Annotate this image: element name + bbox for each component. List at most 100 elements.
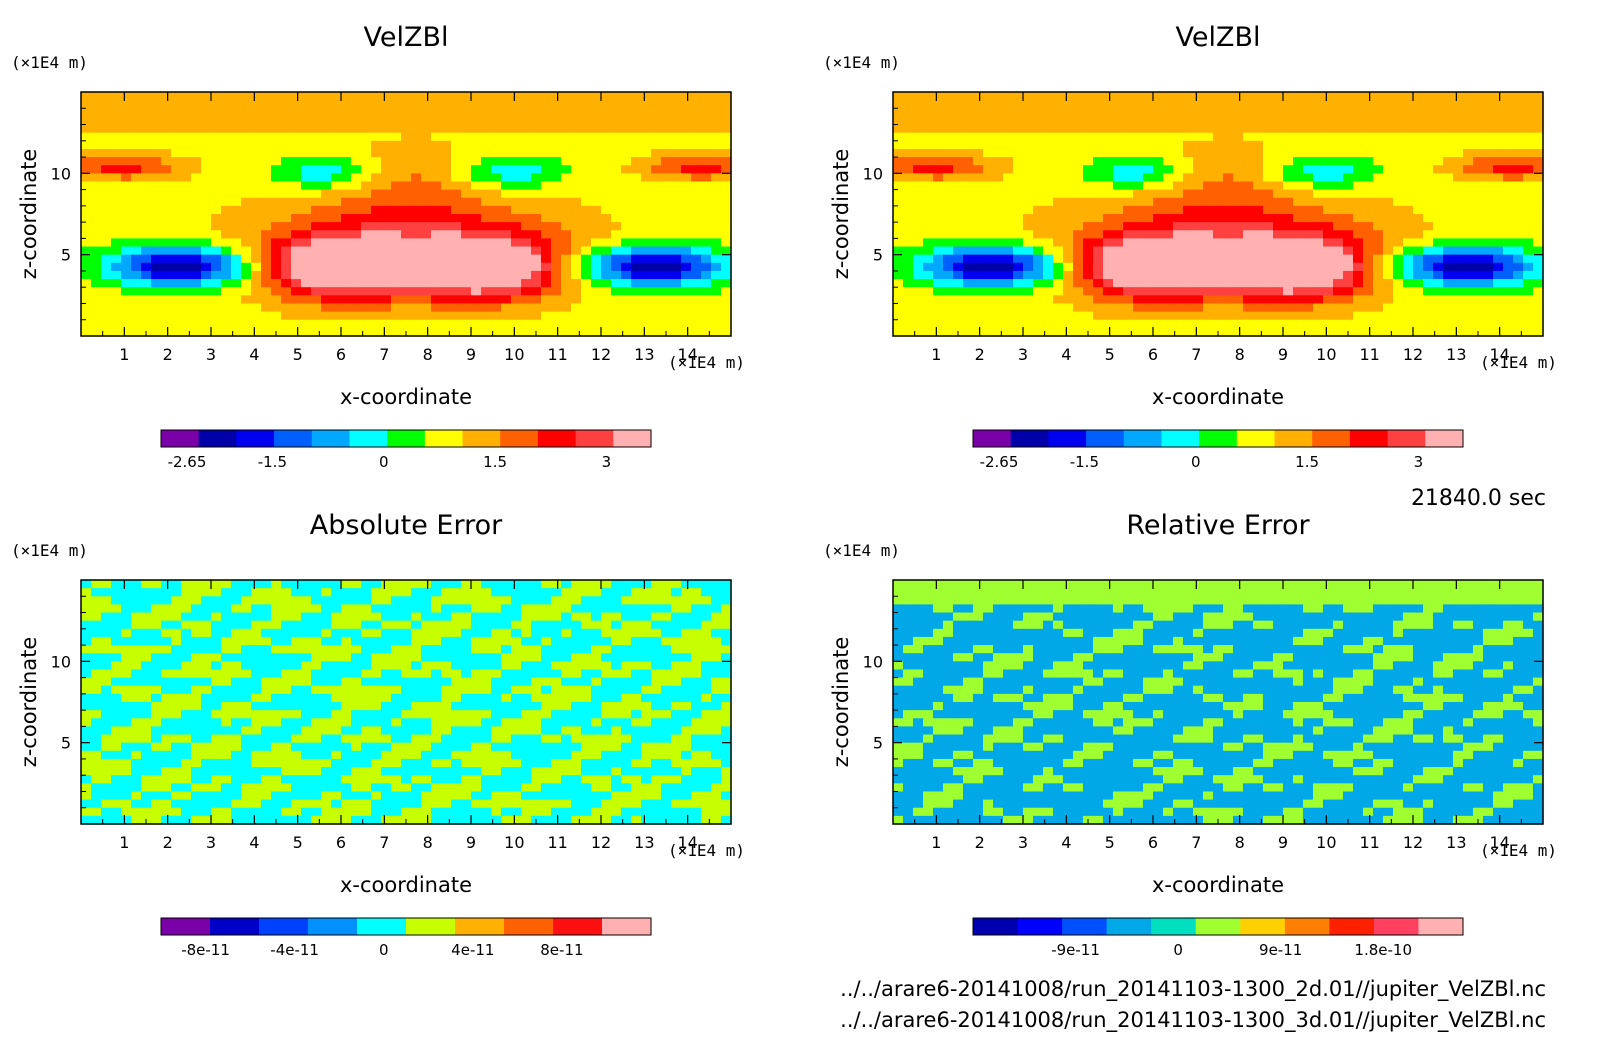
heatmap-cell: [1163, 189, 1174, 199]
heatmap-cell: [571, 604, 582, 614]
heatmap-cell: [481, 230, 492, 239]
heatmap-cell: [471, 612, 482, 622]
heatmap-cell: [1303, 165, 1314, 174]
heatmap-cell: [531, 197, 542, 207]
heatmap-cell: [1273, 157, 1284, 166]
heatmap-cell: [501, 173, 512, 183]
heatmap-cell: [1143, 205, 1154, 215]
heatmap-cell: [231, 230, 242, 239]
heatmap-cell: [611, 279, 622, 288]
heatmap-cell: [181, 279, 192, 288]
heatmap-cell: [711, 157, 722, 166]
heatmap-cell: [893, 222, 904, 231]
heatmap-cell: [581, 205, 592, 215]
heatmap-cell: [1223, 197, 1234, 207]
heatmap-cell: [511, 157, 522, 166]
heatmap-cell: [251, 148, 262, 158]
heatmap-cell: [1423, 124, 1434, 134]
heatmap-cell: [211, 124, 222, 134]
heatmap-cell: [261, 588, 272, 597]
heatmap-cell: [371, 319, 382, 329]
heatmap-cell: [131, 100, 142, 109]
heatmap-cell: [611, 148, 622, 158]
heatmap-cell: [561, 254, 572, 264]
heatmap-cell: [1513, 108, 1524, 117]
heatmap-cell: [391, 214, 402, 223]
colorbar-tick-label: -1.5: [1070, 453, 1099, 471]
heatmap-cell: [421, 661, 432, 671]
heatmap-cell: [923, 124, 934, 134]
heatmap-cell: [461, 238, 472, 248]
heatmap-cell: [121, 100, 132, 109]
heatmap-cell: [1213, 132, 1224, 142]
heatmap-cell: [1523, 311, 1534, 321]
heatmap-cell: [1113, 246, 1124, 256]
heatmap-cell: [1473, 173, 1484, 183]
heatmap-cell: [521, 645, 532, 654]
heatmap-cell: [701, 230, 712, 239]
heatmap-cell: [131, 92, 142, 101]
heatmap-cell: [511, 604, 522, 614]
heatmap-cell: [271, 620, 282, 630]
heatmap-cell: [351, 165, 362, 174]
heatmap-cell: [221, 214, 232, 223]
heatmap-cell: [101, 108, 112, 117]
heatmap-cell: [953, 92, 964, 101]
heatmap-cell: [541, 287, 552, 296]
heatmap-cell: [501, 222, 512, 231]
heatmap-cell: [903, 279, 914, 288]
heatmap-cell: [181, 596, 192, 605]
heatmap-cell: [661, 116, 672, 126]
heatmap-cell: [1413, 108, 1424, 117]
heatmap-cell: [1153, 165, 1164, 174]
heatmap-cell: [1433, 287, 1444, 296]
heatmap-cell: [421, 669, 432, 679]
heatmap-cell: [401, 669, 412, 679]
heatmap-cell: [1013, 181, 1024, 191]
heatmap-cell: [621, 620, 632, 630]
heatmap-cell: [231, 254, 242, 264]
heatmap-cell: [301, 661, 312, 671]
heatmap-cell: [1133, 108, 1144, 117]
heatmap-cell: [301, 92, 312, 101]
heatmap-cell: [1473, 181, 1484, 191]
heatmap-cell: [381, 254, 392, 264]
heatmap-cell: [541, 612, 552, 622]
heatmap-cell: [1423, 270, 1434, 280]
heatmap-cell: [1063, 311, 1074, 321]
heatmap-cell: [201, 189, 212, 199]
heatmap-cell: [301, 246, 312, 256]
heatmap-cell: [1053, 254, 1064, 264]
heatmap-cell: [421, 100, 432, 109]
heatmap-cell: [501, 580, 512, 589]
heatmap-cell: [1243, 100, 1254, 109]
heatmap-cell: [181, 319, 192, 329]
heatmap-cell: [461, 645, 472, 654]
heatmap-cell: [221, 580, 232, 589]
heatmap-cell: [401, 165, 412, 174]
heatmap-cell: [81, 173, 92, 183]
heatmap-cell: [261, 628, 272, 638]
heatmap-cell: [241, 580, 252, 589]
heatmap-cell: [421, 157, 432, 166]
heatmap-cell: [341, 661, 352, 671]
heatmap-cell: [973, 311, 984, 321]
heatmap-cell: [581, 270, 592, 280]
heatmap-cell: [591, 230, 602, 239]
heatmap-cell: [1163, 181, 1174, 191]
heatmap-cell: [221, 645, 232, 654]
heatmap-cell: [1423, 287, 1434, 296]
heatmap-cell: [1513, 165, 1524, 174]
heatmap-cell: [1083, 173, 1094, 183]
heatmap-cell: [1163, 214, 1174, 223]
heatmap-cell: [711, 124, 722, 134]
heatmap-cell: [1083, 295, 1094, 305]
heatmap-cell: [1113, 132, 1124, 142]
heatmap-cell: [361, 620, 372, 630]
heatmap-cell: [1193, 165, 1204, 174]
heatmap-cell: [601, 181, 612, 191]
heatmap-cell: [301, 580, 312, 589]
heatmap-cell: [1263, 165, 1274, 174]
heatmap-cell: [1493, 222, 1504, 231]
heatmap-cell: [631, 580, 642, 589]
